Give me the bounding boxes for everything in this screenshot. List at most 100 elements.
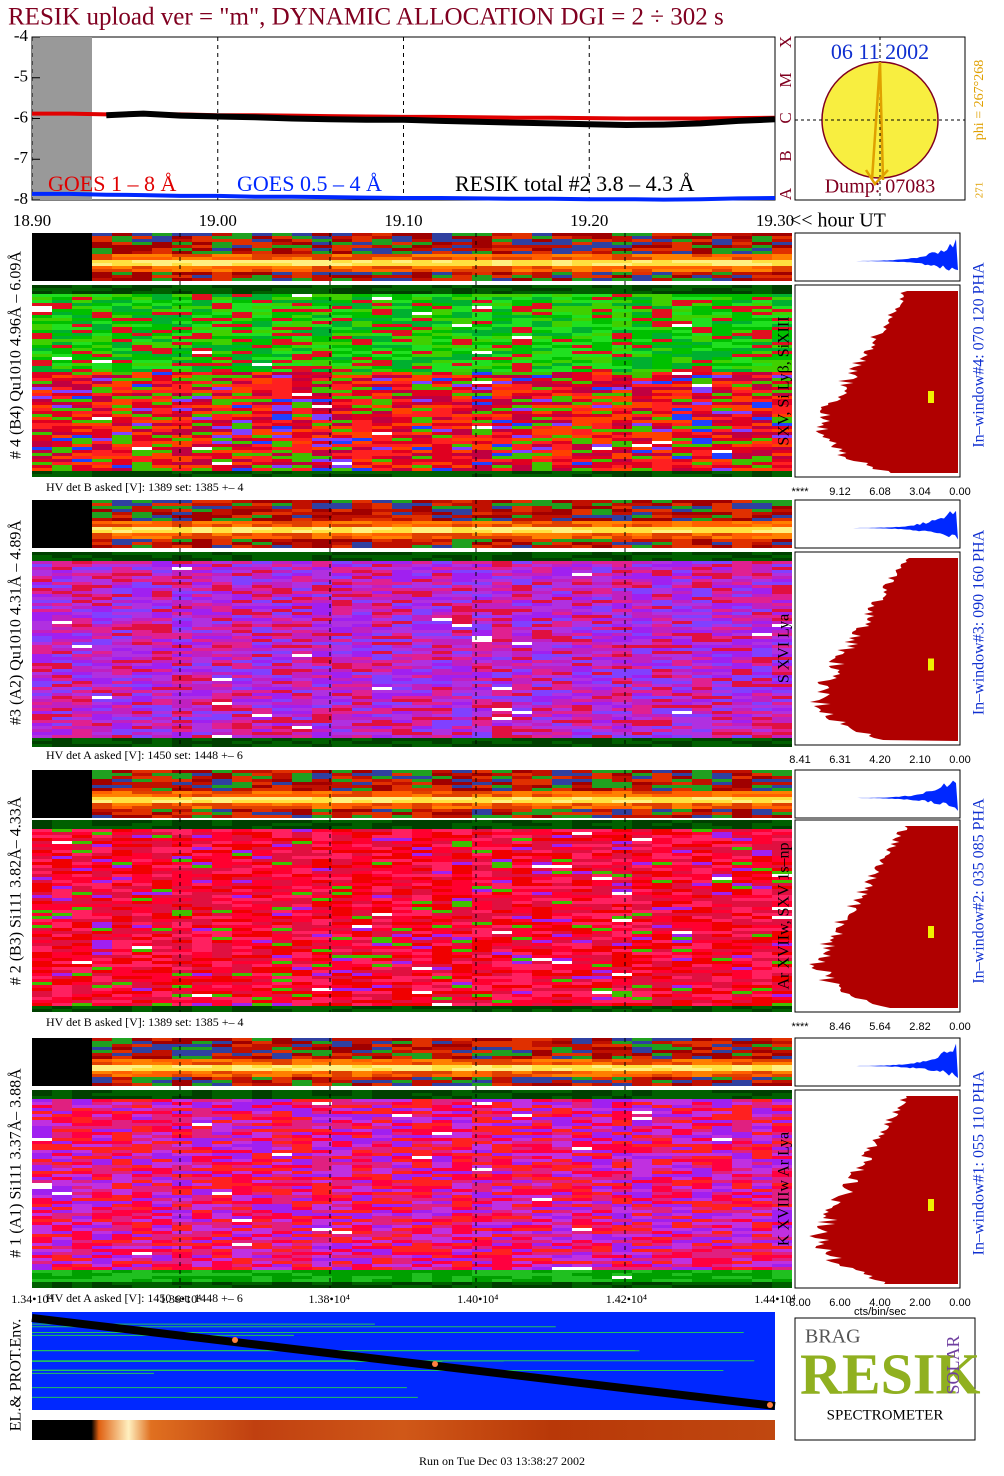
spec-cell: [152, 321, 172, 324]
spec-cell: [732, 630, 752, 633]
strip-cell: [692, 509, 712, 512]
spec-cell: [92, 561, 112, 564]
spec-cell: [392, 576, 412, 579]
spec-cell: [652, 345, 672, 348]
spec-cell: [252, 450, 272, 453]
spec-cell: [532, 411, 552, 414]
strip-cell: [772, 542, 792, 545]
spec-cell: [612, 630, 632, 633]
spec-cell: [112, 621, 132, 624]
spec-cell: [412, 312, 432, 315]
spec-cell: [132, 309, 152, 312]
spec-cell: [652, 351, 672, 354]
spec-cell: [32, 342, 52, 345]
spec-cell: [552, 600, 572, 603]
spec-cell: [712, 621, 732, 624]
strip-cell: [392, 251, 412, 254]
spec-cell: [632, 657, 652, 660]
spec-cell: [132, 396, 152, 399]
strip-cell: [492, 518, 512, 521]
spec-cell: [732, 642, 752, 645]
strip-cell: [132, 512, 152, 515]
spec-cell: [332, 408, 352, 411]
spec-cell: [112, 336, 132, 339]
spec-cell: [732, 330, 752, 333]
strip-cell: [232, 506, 252, 509]
spec-cell: [652, 426, 672, 429]
strip-cell: [252, 539, 272, 542]
spec-cell: [112, 426, 132, 429]
spec-cell: [452, 627, 472, 630]
spec-cell: [372, 582, 392, 585]
spec-cell: [652, 432, 672, 435]
spec-cell: [412, 369, 432, 372]
logo-main: RESIK: [800, 1341, 981, 1406]
spec-cell: [212, 597, 232, 600]
spec-cell: [752, 456, 772, 459]
spec-cell: [72, 285, 92, 288]
spec-cell: [312, 600, 332, 603]
spec-cell: [332, 297, 352, 300]
spec-cell: [192, 288, 212, 291]
spec-cell: [192, 330, 212, 333]
spec-cell: [252, 333, 272, 336]
spec-cell: [572, 378, 592, 381]
spec-cell: [512, 630, 532, 633]
spec-cell: [472, 636, 492, 639]
strip-cell: [112, 269, 132, 272]
spec-cell: [672, 414, 692, 417]
spec-cell: [272, 360, 292, 363]
spec-cell: [772, 324, 792, 327]
spec-cell: [692, 576, 712, 579]
spec-cell: [752, 432, 772, 435]
spec-cell: [612, 405, 632, 408]
strip-cell: [212, 509, 232, 512]
pha-tick-label: 0.00: [949, 486, 970, 498]
strip-cell: [272, 500, 292, 503]
spec-cell: [352, 585, 372, 588]
spec-cell: [612, 423, 632, 426]
spec-cell: [172, 561, 192, 564]
spec-cell: [112, 447, 132, 450]
spec-cell: [432, 309, 452, 312]
spec-cell: [552, 432, 572, 435]
spec-cell: [692, 618, 712, 621]
strip-cell: [472, 272, 492, 275]
strip-cell: [552, 512, 572, 515]
spec-cell: [612, 552, 632, 555]
spec-cell: [772, 402, 792, 405]
spec-cell: [212, 306, 232, 309]
spec-cell: [592, 357, 612, 360]
spec-cell: [392, 438, 412, 441]
spec-cell: [732, 459, 752, 462]
spec-cell: [772, 585, 792, 588]
spec-cell: [572, 624, 592, 627]
spec-cell: [472, 285, 492, 288]
strip-cell: [372, 509, 392, 512]
spec-cell: [332, 438, 352, 441]
spec-cell: [252, 633, 272, 636]
spec-cell: [612, 330, 632, 333]
spec-cell: [672, 312, 692, 315]
strip-cell: [752, 512, 772, 515]
spec-cell: [212, 342, 232, 345]
spec-cell: [632, 402, 652, 405]
strip-cell: [492, 263, 512, 266]
spec-cell: [752, 576, 772, 579]
strip-cell: [532, 530, 552, 533]
strip-cell: [772, 275, 792, 278]
spec-cell: [312, 564, 332, 567]
spec-cell: [652, 405, 672, 408]
spec-cell: [152, 624, 172, 627]
strip-cell: [172, 500, 192, 503]
spec-cell: [132, 291, 152, 294]
spec-cell: [412, 384, 432, 387]
spec-cell: [272, 624, 292, 627]
spec-cell: [212, 384, 232, 387]
spec-cell: [352, 474, 372, 477]
strip-cell: [352, 239, 372, 242]
spec-cell: [332, 453, 352, 456]
spec-cell: [372, 420, 392, 423]
spec-cell: [112, 411, 132, 414]
strip-cell: [672, 263, 692, 266]
